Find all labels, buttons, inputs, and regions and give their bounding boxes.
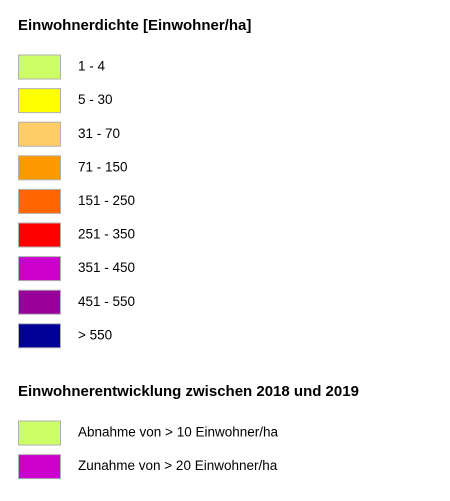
legend-label: 251 - 350 [78,227,135,242]
color-swatch [18,420,61,446]
color-swatch [18,256,61,282]
color-swatch [18,289,61,315]
color-swatch [18,222,61,248]
legend-label: 5 - 30 [78,92,113,107]
color-swatch [18,88,61,114]
legend-title: Einwohnerdichte [Einwohner/ha] [18,17,251,34]
legend-label: 71 - 150 [78,159,128,174]
color-swatch [18,121,61,147]
legend-label: 451 - 550 [78,294,135,309]
legend-label: > 550 [78,327,112,342]
legend-label: 351 - 450 [78,260,135,275]
color-swatch [18,155,61,181]
color-swatch [18,188,61,214]
legend-title: Einwohnerentwicklung zwischen 2018 und 2… [18,383,359,400]
legend-label: 1 - 4 [78,59,106,74]
legend-label: 151 - 250 [78,193,135,208]
legend-label: 31 - 70 [78,126,120,141]
color-swatch [18,323,61,349]
legend-label: Abnahme von > 10 Einwohner/ha [78,425,279,440]
color-swatch [18,454,61,480]
legend-label: Zunahme von > 20 Einwohner/ha [78,458,278,473]
color-swatch [18,54,61,80]
